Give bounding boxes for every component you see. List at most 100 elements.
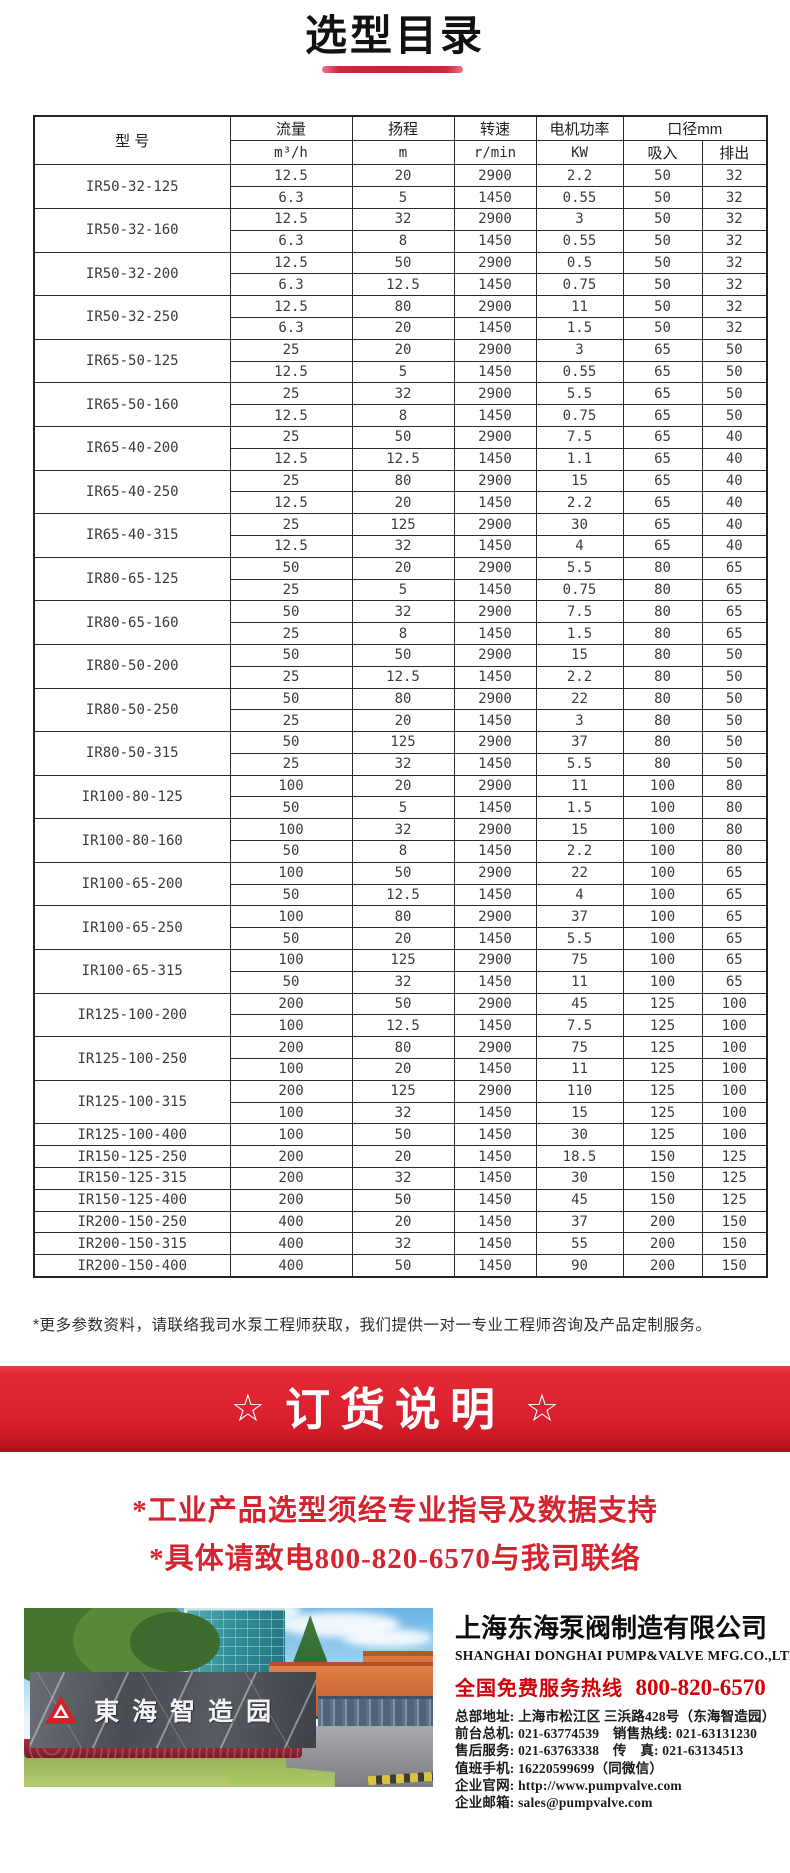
value-cell: 32 bbox=[351, 1232, 455, 1256]
value-cell: 125 bbox=[622, 1079, 703, 1103]
value-cell: 50 bbox=[351, 1188, 455, 1212]
value-cell: 50 bbox=[351, 861, 455, 885]
value-cell: 20 bbox=[351, 491, 455, 515]
value-cell: 1450 bbox=[453, 534, 537, 558]
value-cell: 2900 bbox=[453, 251, 537, 275]
company-name-en: SHANGHAI DONGHAI PUMP&VALVE MFG.CO.,LTD. bbox=[455, 1648, 790, 1663]
table-row: IR150-125-315 200 32 1450 30 150 125 bbox=[33, 1167, 768, 1190]
value-cell: 125 bbox=[351, 513, 455, 536]
table-row: IR80-50-200 50 50 2900 15 80 50 bbox=[33, 643, 768, 689]
table-row: 25 8 1450 1.5 80 65 bbox=[34, 622, 768, 645]
value-cell: 1450 bbox=[453, 491, 537, 515]
col-header-suction: 吸入 bbox=[622, 140, 703, 166]
value-cell: 32 bbox=[701, 273, 768, 297]
value-cell: 75 bbox=[535, 1036, 624, 1060]
col-header-diameter: 口径mm bbox=[622, 115, 768, 142]
value-cell: 1450 bbox=[453, 709, 537, 733]
value-cell: 50 bbox=[229, 687, 353, 711]
model-cell: IR200-150-315 bbox=[33, 1232, 231, 1256]
star-icon: ☆ bbox=[525, 1388, 560, 1430]
model-cell: IR50-32-125 bbox=[33, 164, 231, 209]
value-cell: 5.5 bbox=[535, 556, 624, 580]
value-cell: 0.5 bbox=[535, 251, 624, 275]
hotline-label: 全国免费服务热线 bbox=[455, 1678, 623, 1700]
col-header-discharge: 排出 bbox=[701, 140, 768, 166]
cloud-shape bbox=[343, 1629, 433, 1648]
value-cell: 150 bbox=[622, 1145, 703, 1169]
value-cell: 8 bbox=[351, 229, 455, 253]
value-cell: 1.5 bbox=[535, 622, 624, 645]
value-cell: 5.5 bbox=[535, 752, 624, 776]
value-cell: 80 bbox=[351, 687, 455, 711]
table-row: IR65-40-250 25 80 2900 15 65 40 bbox=[33, 469, 768, 515]
value-cell: 45 bbox=[535, 1188, 624, 1212]
value-cell: 1.5 bbox=[535, 316, 624, 340]
title-underline bbox=[322, 66, 463, 73]
value-cell: 100 bbox=[229, 818, 353, 842]
contact-line: 企业官网: http://www.pumpvalve.com bbox=[455, 1777, 682, 1793]
table-row: IR80-50-315 50 125 2900 37 80 50 bbox=[33, 731, 768, 776]
table-row: IR80-65-125 50 20 2900 5.5 80 65 bbox=[33, 556, 768, 602]
value-cell: 100 bbox=[622, 774, 703, 798]
table-row: 12.5 12.5 1450 1.1 65 40 bbox=[34, 447, 768, 471]
value-cell: 8 bbox=[351, 622, 455, 645]
value-cell: 12.5 bbox=[351, 273, 455, 297]
value-cell: 2900 bbox=[453, 425, 537, 449]
table-row: IR50-32-125 12.5 20 2900 2.2 50 32 bbox=[33, 164, 768, 209]
value-cell: 32 bbox=[701, 186, 768, 209]
value-cell: 200 bbox=[229, 1188, 353, 1212]
table-row: IR65-40-200 25 50 2900 7.5 65 40 bbox=[33, 425, 768, 471]
value-cell: 200 bbox=[229, 1036, 353, 1060]
table-row: IR125-100-400 100 50 1450 30 125 100 bbox=[33, 1123, 768, 1147]
value-cell: 200 bbox=[622, 1254, 703, 1278]
table-row: IR200-150-315 400 32 1450 55 200 150 bbox=[33, 1232, 768, 1256]
value-cell: 1450 bbox=[453, 665, 537, 689]
model-cell: IR100-80-160 bbox=[33, 818, 231, 863]
value-cell: 100 bbox=[229, 774, 353, 798]
value-cell: 100 bbox=[622, 840, 703, 863]
value-cell: 5.5 bbox=[535, 382, 624, 406]
value-cell: 32 bbox=[351, 600, 455, 624]
value-cell: 20 bbox=[351, 164, 455, 188]
sign-wall: 東海智造园 bbox=[30, 1672, 317, 1748]
value-cell: 100 bbox=[701, 1079, 768, 1103]
value-cell: 50 bbox=[351, 425, 455, 449]
value-cell: 32 bbox=[701, 295, 768, 318]
value-cell: 11 bbox=[535, 970, 624, 994]
value-cell: 50 bbox=[622, 186, 703, 209]
value-cell: 50 bbox=[229, 556, 353, 580]
value-cell: 2900 bbox=[453, 731, 537, 754]
pump-selection-table: 型 号 流量 扬程 转速 电机功率 口径mm m³/h m r/min KW 吸… bbox=[33, 115, 768, 1279]
value-cell: 65 bbox=[701, 927, 768, 951]
value-cell: 20 bbox=[351, 774, 455, 798]
value-cell: 1450 bbox=[453, 840, 537, 863]
value-cell: 150 bbox=[701, 1210, 768, 1234]
col-header-power: 电机功率 bbox=[535, 115, 624, 142]
value-cell: 20 bbox=[351, 927, 455, 951]
notice-lines: *工业产品选型须经专业指导及数据支持 *具体请致电800-820-6570与我司联… bbox=[0, 1487, 790, 1583]
value-cell: 50 bbox=[622, 273, 703, 297]
value-cell: 150 bbox=[622, 1188, 703, 1212]
value-cell: 50 bbox=[701, 731, 768, 754]
value-cell: 125 bbox=[351, 949, 455, 972]
unit-flow: m³/h bbox=[229, 140, 353, 166]
campus-photo: 東海智造园 bbox=[24, 1608, 433, 1787]
table-row: IR100-80-125 100 20 2900 11 100 80 bbox=[33, 774, 768, 820]
value-cell: 150 bbox=[622, 1167, 703, 1190]
value-cell: 50 bbox=[622, 251, 703, 275]
value-cell: 80 bbox=[701, 840, 768, 863]
table-row: IR125-100-200 200 50 2900 45 125 100 bbox=[33, 992, 768, 1038]
value-cell: 50 bbox=[351, 643, 455, 667]
table-row: IR50-32-200 12.5 50 2900 0.5 50 32 bbox=[33, 251, 768, 297]
value-cell: 25 bbox=[229, 709, 353, 733]
value-cell: 2900 bbox=[453, 338, 537, 362]
table-row: IR100-80-160 100 32 2900 15 100 80 bbox=[33, 818, 768, 863]
value-cell: 100 bbox=[622, 818, 703, 842]
value-cell: 3 bbox=[535, 338, 624, 362]
value-cell: 100 bbox=[229, 861, 353, 885]
value-cell: 2.2 bbox=[535, 665, 624, 689]
model-cell: IR50-32-160 bbox=[33, 207, 231, 253]
model-cell: IR125-100-400 bbox=[33, 1123, 231, 1147]
table-row: 100 12.5 1450 7.5 125 100 bbox=[34, 1014, 768, 1038]
value-cell: 50 bbox=[701, 752, 768, 776]
